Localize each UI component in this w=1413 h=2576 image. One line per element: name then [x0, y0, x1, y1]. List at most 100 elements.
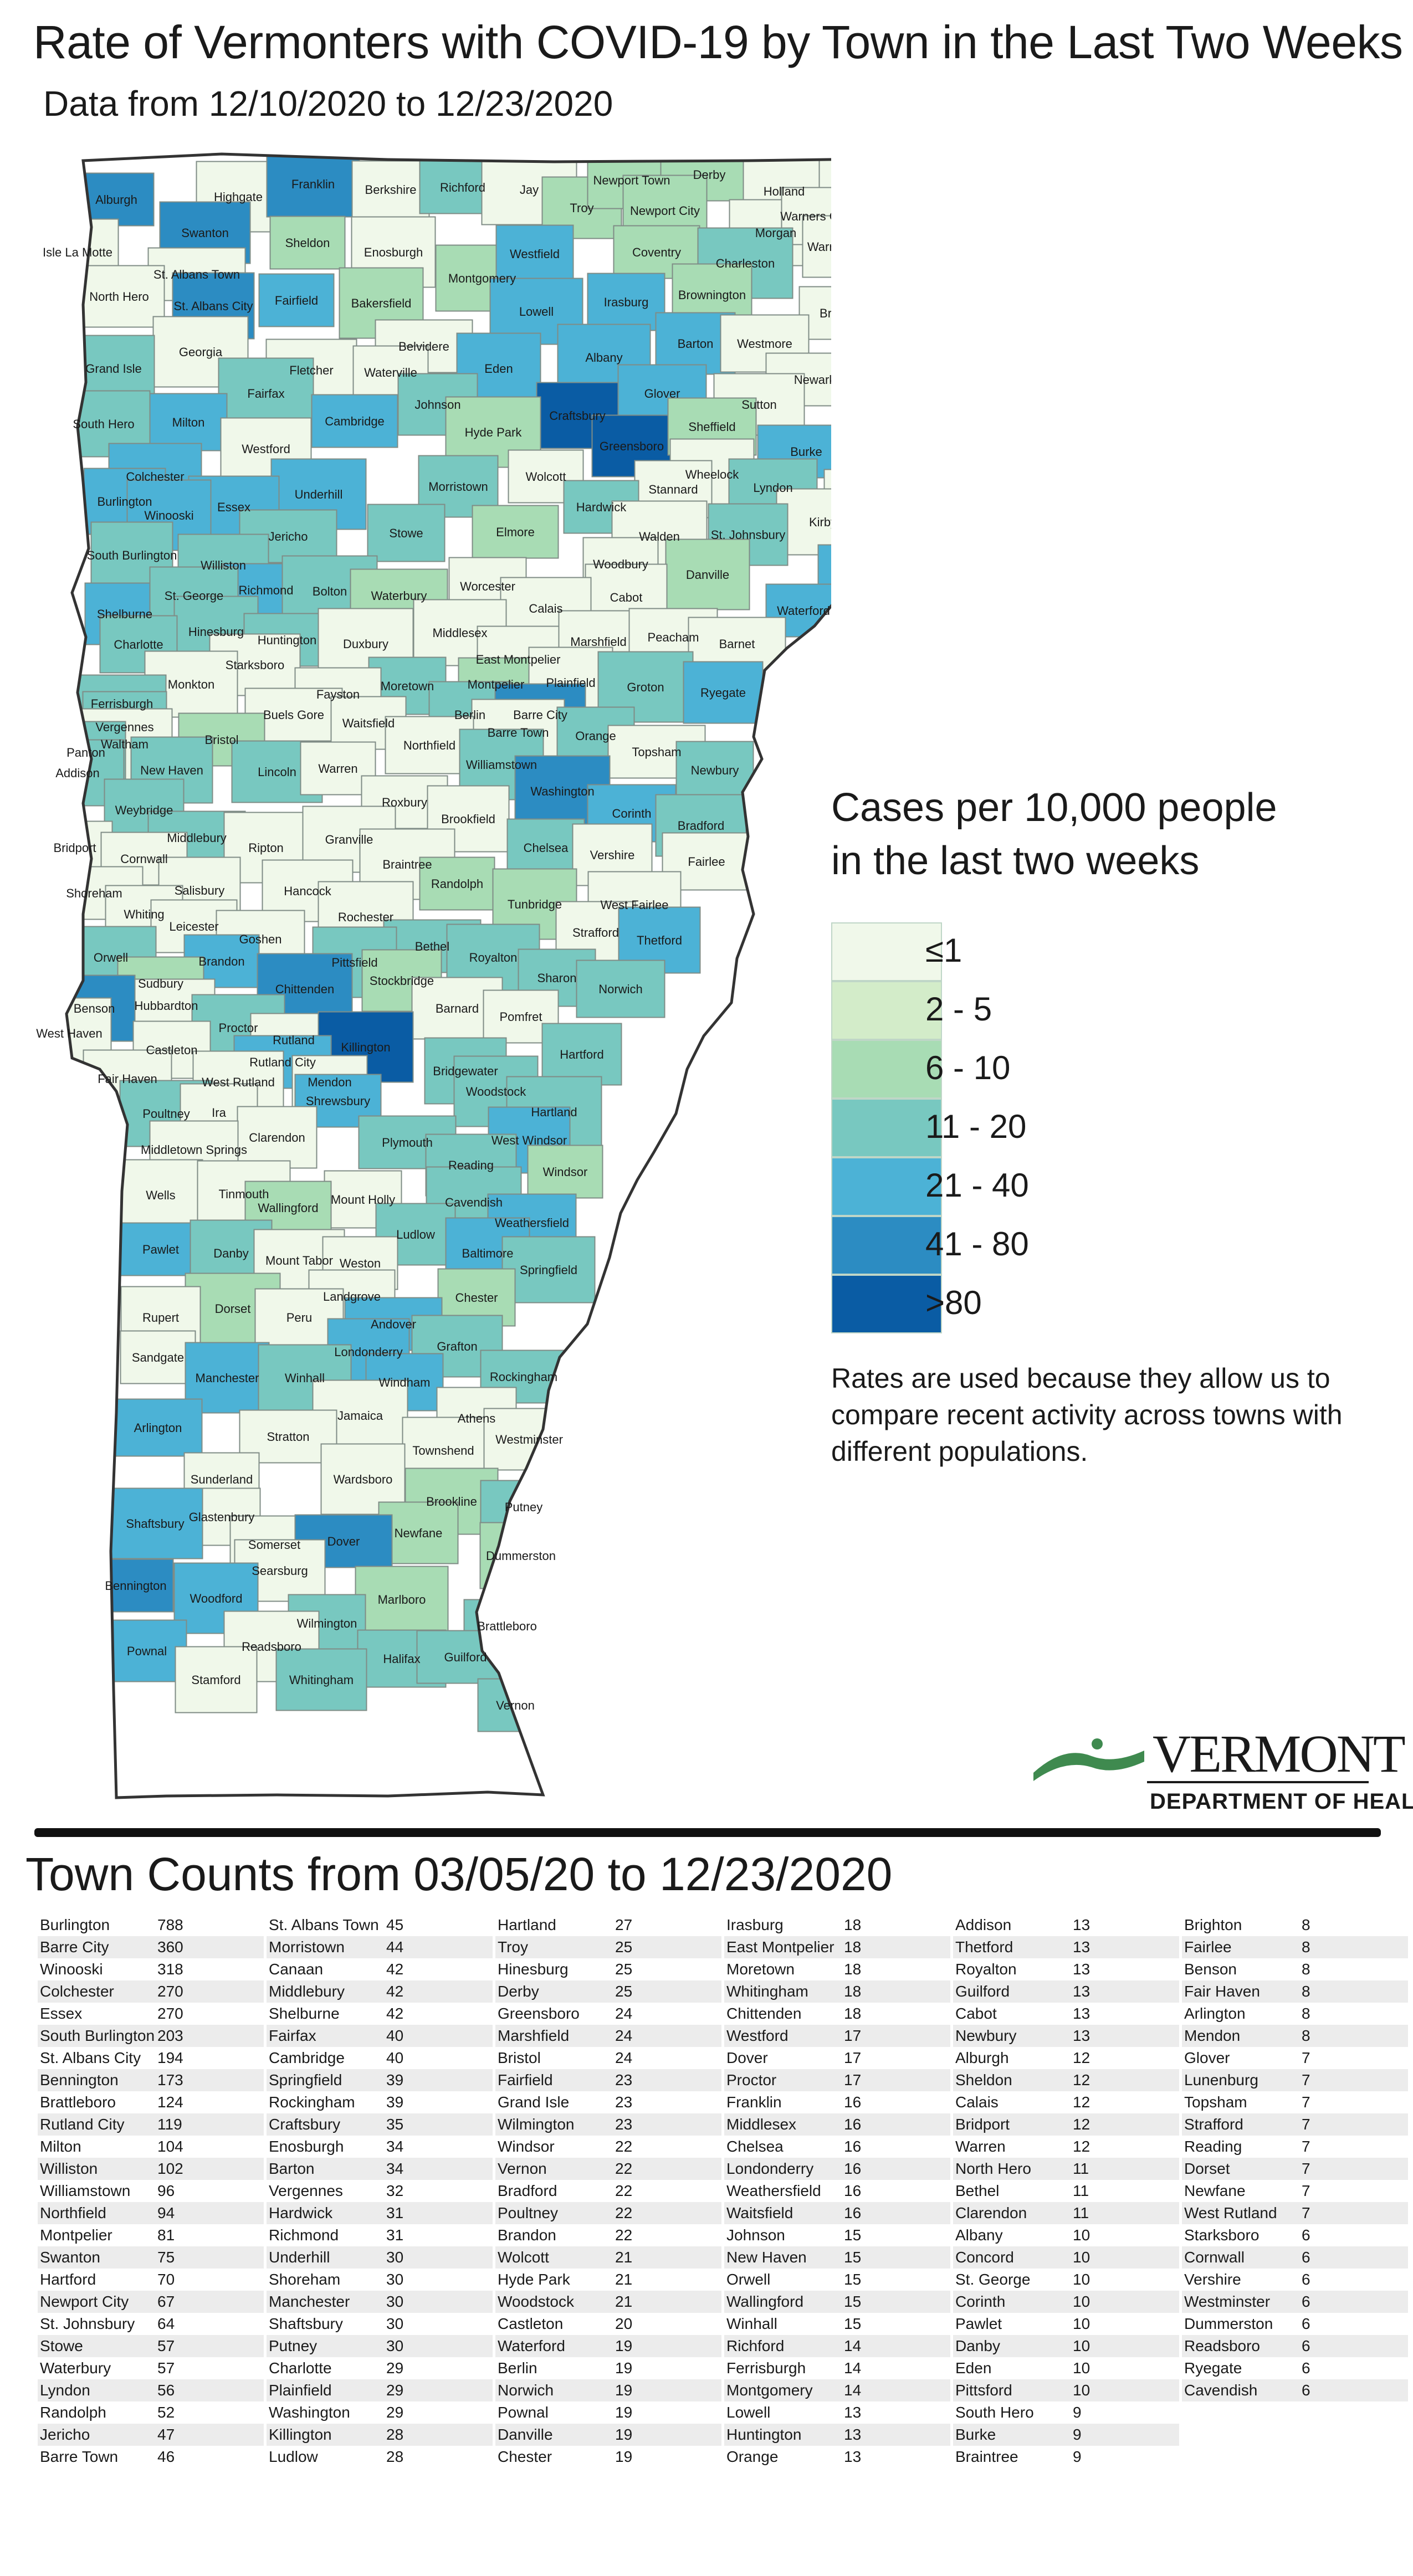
town-count: 10	[1073, 2226, 1091, 2244]
table-row: Colchester 270	[38, 1980, 264, 2003]
table-row: Bristol 24	[495, 2047, 721, 2069]
town-name: New Haven	[726, 2249, 807, 2266]
town-label: Brandon	[198, 955, 244, 968]
table-row: Ferrisburgh 14	[724, 2357, 950, 2379]
town-label: Bakersfield	[351, 296, 412, 310]
town-count: 13	[1073, 1916, 1091, 1933]
town-count: 15	[844, 2249, 862, 2266]
town-label: Halifax	[383, 1652, 420, 1666]
town-label: Montgomery	[448, 271, 516, 285]
table-row: Cabot 13	[953, 2003, 1179, 2025]
legend-swatch	[831, 1099, 942, 1157]
town-count: 40	[386, 2049, 404, 2066]
town-label: Brookline	[426, 1495, 477, 1508]
town-label: Washington	[530, 784, 594, 798]
town-count: 34	[386, 2138, 404, 2155]
town-name: Glover	[1184, 2049, 1230, 2066]
town-label: Newport City	[630, 204, 700, 218]
town-label: Pownal	[127, 1644, 167, 1658]
table-row: Norwich 19	[495, 2379, 721, 2401]
town-name: Poultney	[498, 2204, 558, 2221]
table-row: Shelburne 42	[267, 2003, 493, 2025]
town-label: Warners Grant	[780, 209, 831, 223]
table-row: Manchester 30	[267, 2291, 493, 2313]
town-label: Rutland City	[249, 1055, 316, 1069]
town-count: 8	[1302, 1938, 1310, 1956]
table-row: Montpelier 81	[38, 2224, 264, 2246]
town-name: Troy	[498, 1938, 528, 1956]
town-name: Jericho	[40, 2426, 90, 2443]
town-name: Morristown	[269, 1938, 345, 1956]
town-label: Albany	[585, 351, 622, 365]
town-label: Benson	[74, 1002, 115, 1015]
table-row: Lowell 13	[724, 2401, 950, 2424]
town-count: 10	[1073, 2359, 1091, 2377]
town-label: Middlesex	[432, 626, 487, 640]
legend-label: ≤1	[925, 932, 963, 969]
town-name: Shelburne	[269, 2005, 340, 2022]
town-counts-table: Burlington 788 Barre City 360 Winooski 318 Col…	[38, 1914, 1412, 2551]
town-label: Berlin	[454, 708, 485, 722]
town-count: 10	[1073, 2271, 1091, 2288]
town-label: Marlboro	[378, 1593, 426, 1607]
town-label: Fairlee	[688, 855, 725, 869]
town-name: Ryegate	[1184, 2359, 1242, 2377]
town-count: 18	[844, 1983, 862, 2000]
table-row: Benson 8	[1182, 1958, 1408, 1980]
town-name: Albany	[955, 2226, 1003, 2244]
town-label: Ripton	[248, 841, 284, 855]
town-name: West Rutland	[1184, 2204, 1277, 2221]
table-row: Burke 9	[953, 2424, 1179, 2446]
town-name: Milton	[40, 2138, 81, 2155]
mountain-logo-icon	[1033, 1738, 1144, 1781]
town-name: Concord	[955, 2249, 1014, 2266]
town-region	[258, 273, 335, 327]
town-region	[237, 1106, 318, 1169]
table-row: Brighton 8	[1182, 1914, 1408, 1936]
legend-swatch	[831, 1157, 942, 1216]
town-count: 9	[1073, 2448, 1082, 2465]
town-label: Salisbury	[175, 884, 224, 897]
town-label: Shaftsbury	[126, 1517, 184, 1531]
town-label: Newport Town	[593, 173, 670, 187]
town-count: 30	[386, 2249, 404, 2266]
town-name: Woodstock	[498, 2293, 574, 2310]
town-label: Randolph	[431, 877, 483, 891]
town-label: Moretown	[381, 679, 434, 693]
town-label: Coventry	[632, 245, 681, 259]
town-name: Irasburg	[726, 1916, 784, 1933]
town-name: Bristol	[498, 2049, 541, 2066]
table-row: Strafford 7	[1182, 2113, 1408, 2136]
town-label: Pittsfield	[331, 956, 377, 969]
legend-label: 2 - 5	[925, 991, 992, 1028]
town-region	[495, 224, 574, 283]
town-name: Castleton	[498, 2315, 564, 2332]
town-name: Canaan	[269, 1961, 324, 1978]
town-label: Milton	[172, 415, 205, 429]
town-label: Sheffield	[688, 420, 735, 434]
town-count: 45	[386, 1916, 404, 1933]
table-row: Hyde Park 21	[495, 2269, 721, 2291]
town-name: Richford	[726, 2337, 785, 2354]
town-label: St. Albans Town	[153, 268, 240, 281]
town-label: Groton	[627, 680, 664, 694]
town-name: Guilford	[955, 1983, 1010, 2000]
table-row: Franklin 16	[724, 2091, 950, 2113]
town-label: Cavendish	[445, 1195, 503, 1209]
town-label: Wilmington	[297, 1617, 357, 1630]
town-name: Corinth	[955, 2293, 1006, 2310]
town-name: Franklin	[726, 2093, 782, 2111]
town-count: 7	[1302, 2204, 1310, 2221]
town-count: 19	[615, 2359, 633, 2377]
town-name: Springfield	[269, 2071, 342, 2088]
town-name: Lowell	[726, 2404, 771, 2421]
table-row: Lyndon 56	[38, 2379, 264, 2401]
table-row: Warren 12	[953, 2136, 1179, 2158]
table-row: Hardwick 31	[267, 2202, 493, 2224]
town-name: South Hero	[955, 2404, 1034, 2421]
town-label: Grand Isle	[85, 362, 142, 376]
town-name: Cambridge	[269, 2049, 345, 2066]
table-row: Randolph 52	[38, 2401, 264, 2424]
table-row: Albany 10	[953, 2224, 1179, 2246]
town-label: Roxbury	[382, 796, 427, 809]
